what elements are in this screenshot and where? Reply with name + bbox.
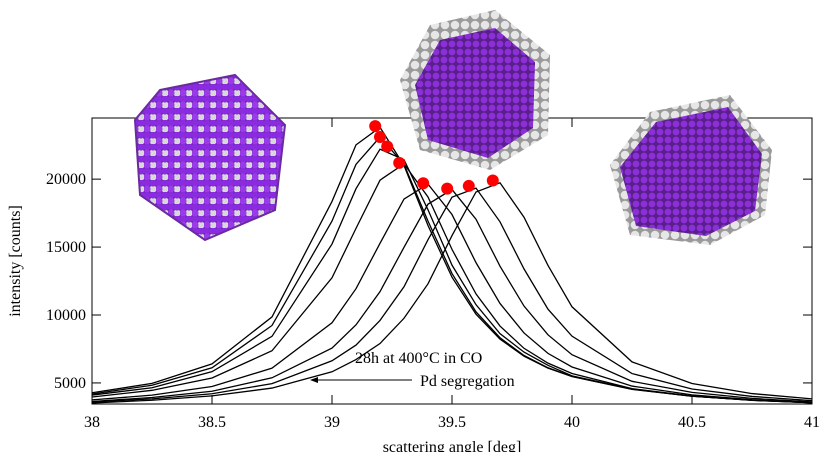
- peak-markers: [369, 120, 499, 195]
- annotation: Pd segregation: [420, 373, 515, 390]
- nanoparticle-shell: [610, 95, 772, 245]
- peak-marker: [374, 131, 386, 144]
- x-tick-label: 40.5: [678, 414, 706, 431]
- peak-marker: [486, 174, 499, 187]
- x-tick-label: 38: [84, 414, 100, 431]
- x-tick-label: 39.5: [438, 414, 466, 431]
- y-tick-label: 20000: [46, 171, 86, 188]
- nanoparticle-core-shell: [400, 10, 550, 170]
- peak-marker: [417, 177, 430, 190]
- particle: [133, 73, 287, 242]
- x-tick-label: 39: [324, 414, 340, 431]
- spectrum-line: [92, 182, 812, 404]
- spectrum-line: [92, 187, 812, 403]
- y-tick-label: 5000: [54, 375, 86, 392]
- particle-core: [620, 107, 762, 236]
- x-tick-label: 38.5: [198, 414, 226, 431]
- peak-marker: [462, 179, 475, 192]
- arrow-head: [310, 377, 318, 383]
- y-tick-label: 15000: [46, 239, 86, 256]
- particle-core: [415, 28, 535, 158]
- peak-marker: [441, 182, 454, 195]
- nanoparticle-mixed: [133, 73, 287, 242]
- y-tick-label: 10000: [46, 307, 86, 324]
- x-tick-label: 40: [564, 414, 580, 431]
- x-tick-label: 41: [804, 414, 820, 431]
- x-axis-label: scattering angle [deg]: [383, 439, 522, 452]
- y-axis-label: intensity [counts]: [7, 205, 24, 317]
- peak-marker: [381, 140, 394, 153]
- spectrum-line: [92, 162, 812, 404]
- arrow: [310, 377, 412, 383]
- spectrum-line: [92, 183, 812, 404]
- peak-marker: [369, 120, 382, 133]
- peak-marker: [393, 156, 406, 169]
- annotation: 28h at 400°C in CO: [355, 350, 482, 367]
